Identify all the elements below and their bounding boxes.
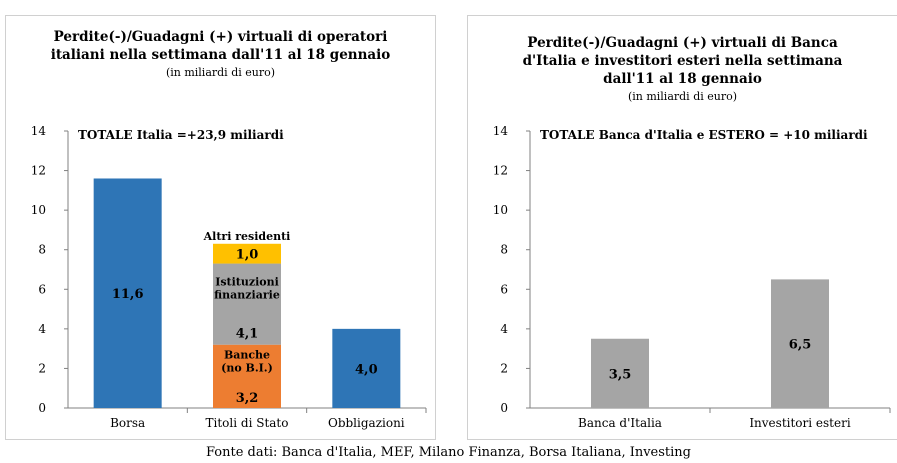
left-y-tick-label: 6	[38, 282, 46, 296]
left-chart-subtitle: (in miliardi di euro)	[165, 66, 276, 79]
left-chart-title-line2: italiani nella settimana dall'11 al 18 g…	[50, 47, 391, 63]
right-chart-title-line1: Perdite(-)/Guadagni (+) virtuali di Banc…	[527, 35, 838, 51]
right-y-tick-label: 4	[500, 322, 508, 336]
left-bar-istituzioni-finanziarie	[213, 263, 281, 345]
right-chart-title-line2: d'Italia e investitori esteri nella sett…	[522, 53, 843, 69]
left-x-tick-label: Borsa	[110, 416, 145, 430]
left-bar-segment	[332, 328, 401, 408]
left-series-label-istituzioni: Istituzioni	[215, 276, 279, 289]
right-y-tick-label: 10	[493, 203, 508, 217]
right-chart-title-line3: dall'11 al 18 gennaio	[603, 71, 762, 87]
left-bar-altri-residenti	[213, 243, 281, 264]
right-chart-subtitle: (in miliardi di euro)	[627, 90, 738, 103]
left-chart-plot: 0 2 4 6 8 10 12 14 TOTALE Italia =+23,9 miliardi…	[31, 124, 427, 430]
left-y-tick-label: 10	[31, 203, 46, 217]
left-x-tick-label: Titoli di Stato	[206, 416, 289, 430]
left-bar-segment	[93, 178, 162, 408]
left-series-label-istituzioni: finanziarie	[214, 289, 280, 302]
left-x-tick-label: Obbligazioni	[328, 416, 405, 430]
left-y-tick-label: 14	[31, 124, 47, 138]
right-x-tick-label: Banca d'Italia	[578, 416, 662, 430]
left-data-label: 1,0	[236, 248, 259, 263]
left-series-label-altri-residenti: Altri residenti	[203, 230, 291, 243]
left-data-label: 3,2	[236, 391, 259, 406]
source-note: Fonte dati: Banca d'Italia, MEF, Milano …	[205, 445, 691, 460]
right-chart-panel: Perdite(-)/Guadagni (+) virtuali di Banc…	[467, 15, 897, 440]
left-y-tick-label: 2	[38, 361, 46, 375]
right-y-tick-label: 2	[500, 361, 508, 375]
right-data-label: 6,5	[789, 338, 812, 353]
right-x-tick-label: Investitori esteri	[749, 416, 851, 430]
right-y-tick-label: 8	[500, 243, 508, 257]
right-bar	[591, 338, 649, 408]
left-total-annotation: TOTALE Italia =+23,9 miliardi	[78, 128, 284, 142]
left-y-tick-label: 0	[38, 401, 46, 415]
left-y-tick-label: 4	[38, 322, 46, 336]
left-data-label: 11,6	[112, 287, 144, 302]
right-total-annotation: TOTALE Banca d'Italia e ESTERO = +10 mil…	[540, 128, 868, 142]
right-chart-plot: 0 2 4 6 8 10 12 14 TOTALE Banca d'Italia e ESTER…	[493, 124, 891, 430]
right-bar	[771, 279, 829, 408]
right-y-tick-label: 14	[493, 124, 509, 138]
left-y-tick-label: 12	[31, 164, 46, 178]
right-y-tick-label: 6	[500, 282, 508, 296]
left-bar-banche-no-b-i	[213, 344, 281, 408]
right-y-tick-label: 12	[493, 164, 508, 178]
left-data-label: 4,1	[236, 327, 259, 342]
left-y-tick-label: 8	[38, 243, 46, 257]
right-y-tick-label: 0	[500, 401, 508, 415]
left-series-label-banche: (no B.I.)	[221, 362, 273, 375]
left-chart-title-line1: Perdite(-)/Guadagni (+) virtuali di oper…	[53, 29, 388, 45]
left-chart-panel: Perdite(-)/Guadagni (+) virtuali di oper…	[5, 15, 436, 440]
right-data-label: 3,5	[609, 367, 632, 382]
left-data-label: 4,0	[355, 362, 378, 377]
left-series-label-banche: Banche	[224, 349, 270, 362]
